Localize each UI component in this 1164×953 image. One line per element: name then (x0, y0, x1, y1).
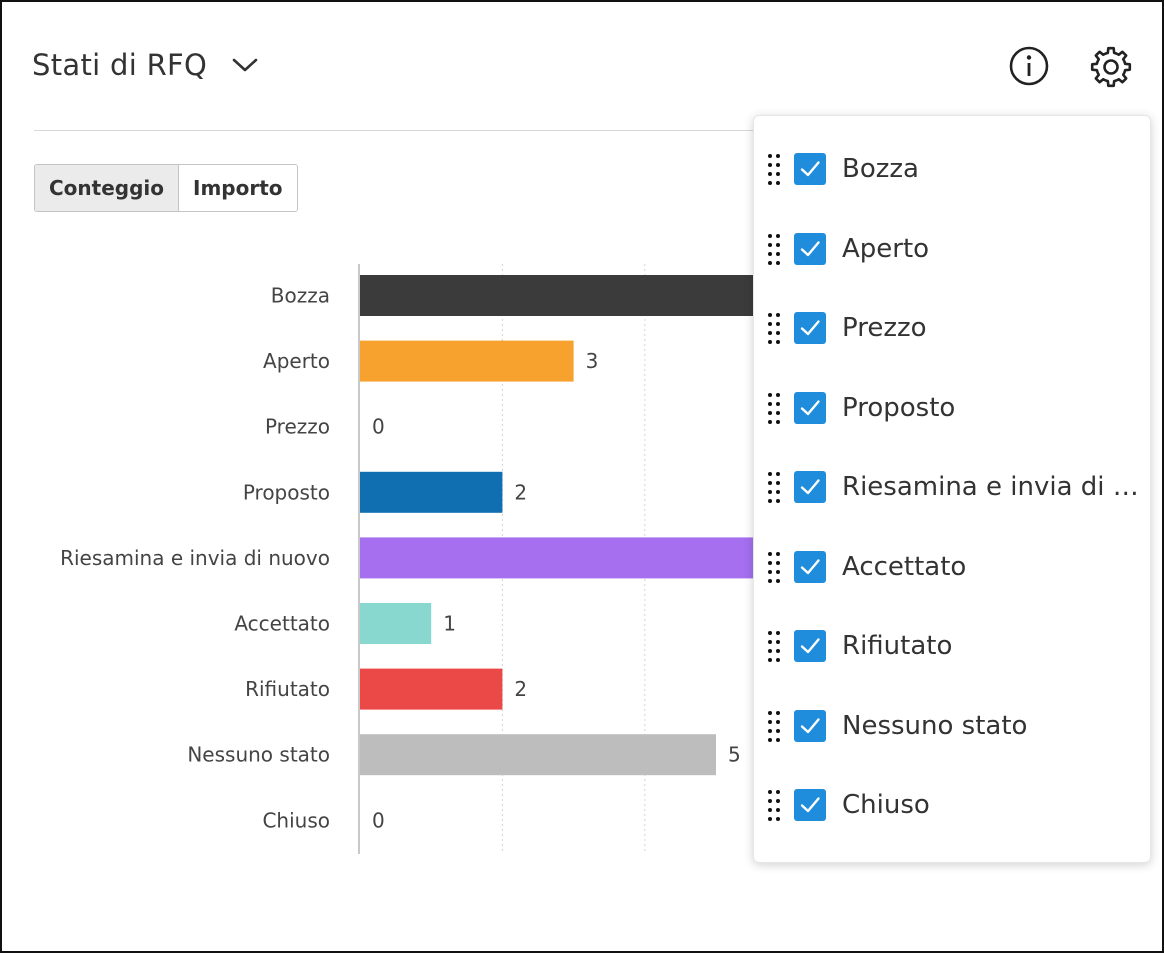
count-toggle-button[interactable]: Conteggio (35, 165, 179, 211)
status-checkbox[interactable] (794, 709, 826, 742)
status-option-label: Aperto (842, 233, 930, 264)
bar-value-label: 3 (586, 349, 599, 373)
amount-toggle-button[interactable]: Importo (179, 165, 297, 211)
category-label: Accettato (234, 612, 330, 636)
checkmark-icon (800, 399, 820, 415)
widget-title: Stati di RFQ (32, 48, 208, 82)
status-option[interactable]: Accettato (754, 547, 1150, 587)
checkmark-icon (800, 479, 820, 495)
chevron-down-icon (232, 58, 258, 72)
category-label: Nessuno stato (187, 743, 330, 767)
title-dropdown-button[interactable] (231, 51, 259, 79)
drag-handle-icon[interactable] (766, 152, 782, 186)
status-option-label: Accettato (842, 551, 967, 582)
bar-value-label: 2 (514, 480, 527, 504)
status-settings-menu: Bozza Aperto Prezzo Proposto Riesamina e inv… (753, 115, 1151, 863)
status-checkbox[interactable] (794, 232, 826, 265)
gear-icon (1090, 46, 1132, 88)
category-label: Proposto (243, 480, 330, 504)
status-checkbox[interactable] (794, 550, 826, 583)
info-button[interactable] (1007, 44, 1051, 88)
bar-value-label: 0 (372, 808, 385, 832)
title-row: Stati di RFQ (32, 42, 259, 88)
drag-handle-icon[interactable] (766, 788, 782, 822)
category-label: Riesamina e invia di nuovo (60, 546, 330, 570)
drag-handle-icon[interactable] (766, 709, 782, 743)
checkmark-icon (800, 161, 820, 177)
drag-handle-icon[interactable] (766, 470, 782, 504)
status-option-label: Riesamina e invia di n... (842, 472, 1148, 502)
checkmark-icon (800, 797, 820, 813)
status-option[interactable]: Bozza (754, 149, 1150, 189)
status-option-label: Prezzo (842, 313, 927, 343)
status-option-label: Proposto (842, 392, 956, 423)
category-label: Rifiutato (245, 677, 330, 701)
bar-7[interactable] (360, 668, 503, 710)
category-label: Aperto (263, 349, 330, 373)
status-checkbox[interactable] (794, 153, 826, 185)
status-option[interactable]: Rifiutato (754, 626, 1150, 666)
status-option-label: Bozza (842, 154, 919, 184)
drag-handle-icon[interactable] (766, 311, 782, 345)
bar-5[interactable] (360, 537, 788, 579)
metric-toggle: Conteggio Importo (34, 164, 298, 212)
bar-1[interactable] (360, 275, 788, 316)
bar-value-label: 0 (372, 415, 385, 439)
category-label: Bozza (271, 284, 330, 308)
status-checkbox[interactable] (794, 789, 826, 821)
checkmark-icon (800, 558, 820, 574)
status-option[interactable]: Prezzo (754, 308, 1150, 348)
status-option-label: Chiuso (842, 790, 930, 820)
status-option-label: Nessuno stato (842, 710, 1028, 741)
bar-value-label: 2 (514, 677, 527, 701)
bar-value-label: 1 (443, 612, 456, 636)
status-checkbox[interactable] (794, 630, 826, 662)
drag-handle-icon[interactable] (766, 550, 782, 584)
info-circle-icon (1009, 46, 1049, 86)
status-option[interactable]: Nessuno stato (754, 706, 1150, 746)
drag-handle-icon[interactable] (766, 391, 782, 425)
bar-4[interactable] (360, 471, 503, 513)
drag-handle-icon[interactable] (766, 629, 782, 663)
drag-handle-icon[interactable] (766, 232, 782, 266)
status-option[interactable]: Proposto (754, 388, 1150, 428)
bar-6[interactable] (360, 603, 432, 644)
checkmark-icon (800, 638, 820, 654)
checkmark-icon (800, 320, 820, 336)
status-option[interactable]: Riesamina e invia di n... (754, 467, 1150, 507)
checkmark-icon (800, 717, 820, 733)
bar-value-label: 5 (728, 743, 741, 767)
status-option-label: Rifiutato (842, 631, 953, 661)
status-checkbox[interactable] (794, 391, 826, 424)
toggle-separator (178, 165, 180, 211)
category-label: Prezzo (265, 415, 330, 439)
status-checkbox[interactable] (794, 471, 826, 503)
checkmark-icon (800, 240, 820, 256)
status-option[interactable]: Chiuso (754, 785, 1150, 825)
category-label: Chiuso (262, 808, 330, 832)
bar-8[interactable] (360, 734, 716, 776)
header-divider (34, 130, 774, 131)
status-checkbox[interactable] (794, 312, 826, 344)
settings-button[interactable] (1088, 44, 1134, 90)
bar-2[interactable] (360, 340, 574, 382)
status-option[interactable]: Aperto (754, 229, 1150, 269)
